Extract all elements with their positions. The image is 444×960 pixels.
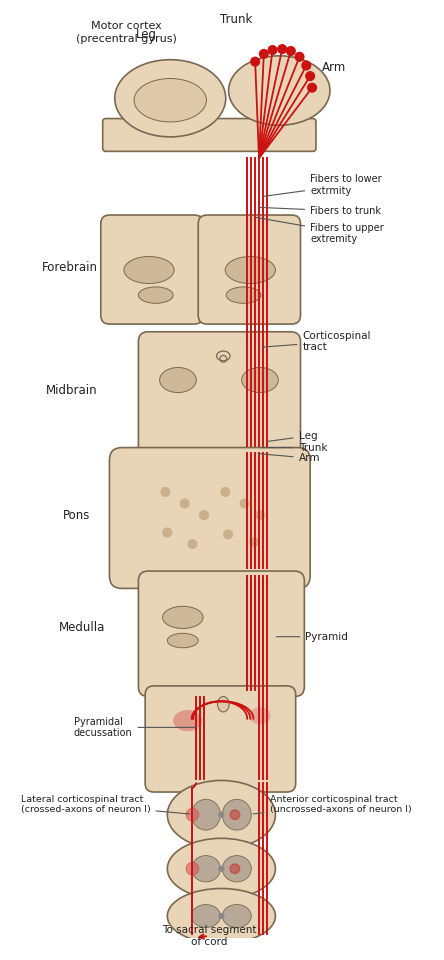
Circle shape [186,808,199,821]
Text: Corticospinal
tract: Corticospinal tract [264,330,371,352]
Circle shape [224,530,233,539]
Ellipse shape [218,697,229,712]
Ellipse shape [139,287,173,303]
Text: Arm: Arm [322,61,346,74]
Circle shape [163,528,172,537]
Text: Fibers to upper
extremity: Fibers to upper extremity [256,218,384,244]
Ellipse shape [163,607,203,629]
Circle shape [286,47,295,56]
Ellipse shape [222,800,251,830]
Circle shape [219,866,224,871]
Ellipse shape [134,79,206,122]
Ellipse shape [173,710,202,732]
FancyBboxPatch shape [198,215,301,324]
Circle shape [200,511,208,519]
Circle shape [250,538,258,546]
Circle shape [306,72,314,81]
Ellipse shape [226,287,261,303]
FancyBboxPatch shape [139,571,304,697]
Text: Arm: Arm [258,453,320,463]
Circle shape [302,61,311,70]
Circle shape [186,862,199,875]
Circle shape [219,812,224,817]
FancyBboxPatch shape [101,215,203,324]
Ellipse shape [167,838,275,900]
Ellipse shape [242,368,278,393]
Circle shape [161,488,170,496]
Ellipse shape [124,256,174,283]
Ellipse shape [250,708,270,725]
Ellipse shape [167,634,198,648]
Text: Leg: Leg [268,431,317,442]
Text: Leg: Leg [135,29,157,41]
Circle shape [230,864,240,874]
Circle shape [219,914,224,919]
Text: Trunk: Trunk [262,443,327,452]
Ellipse shape [191,904,220,927]
Text: Lateral corticospinal tract
(crossed-axons of neuron I): Lateral corticospinal tract (crossed-axo… [21,795,190,814]
Circle shape [268,46,277,55]
FancyBboxPatch shape [139,332,301,463]
Text: Fibers to lower
extrmity: Fibers to lower extrmity [264,175,382,197]
Text: Pyramid: Pyramid [276,632,348,641]
FancyBboxPatch shape [103,118,316,152]
Ellipse shape [115,60,226,137]
Circle shape [240,499,249,508]
Circle shape [259,50,268,59]
Text: Forebrain: Forebrain [42,260,98,274]
FancyBboxPatch shape [110,447,310,588]
Circle shape [308,84,317,92]
Text: Pyramidal
decussation: Pyramidal decussation [74,716,196,738]
Text: Motor cortex: Motor cortex [91,21,162,31]
Circle shape [180,499,189,508]
Text: Pons: Pons [63,509,90,521]
Circle shape [295,53,304,61]
Circle shape [188,540,197,548]
Circle shape [230,810,240,820]
Ellipse shape [225,256,275,283]
Text: Anterior corticospinal tract
(uncrossed-axons of neuron I): Anterior corticospinal tract (uncrossed-… [253,795,412,814]
Ellipse shape [191,800,220,830]
Text: (precentral gyrus): (precentral gyrus) [76,35,177,44]
Ellipse shape [222,855,251,882]
Circle shape [221,488,230,496]
Circle shape [256,511,264,519]
Ellipse shape [167,889,275,944]
Text: Trunk: Trunk [220,13,252,26]
FancyBboxPatch shape [145,685,296,792]
Text: Medulla: Medulla [59,620,106,634]
Ellipse shape [191,855,220,882]
Text: Midbrain: Midbrain [46,384,98,397]
Ellipse shape [160,368,196,393]
Ellipse shape [222,904,251,927]
Ellipse shape [229,56,330,126]
Circle shape [278,45,286,54]
Circle shape [251,58,259,66]
Text: Fibers to trunk: Fibers to trunk [260,206,381,216]
Ellipse shape [167,780,275,849]
Text: To sacral segment
of cord: To sacral segment of cord [162,925,256,947]
